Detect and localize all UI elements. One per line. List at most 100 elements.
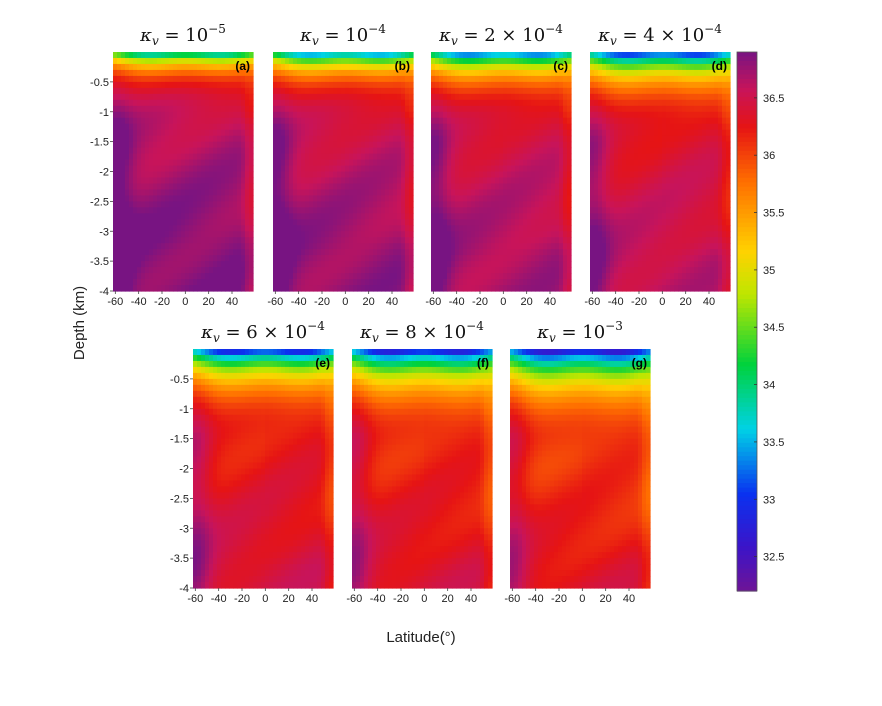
heatmap-cell xyxy=(523,237,528,244)
heatmap-cell xyxy=(345,219,350,226)
heatmap-cell xyxy=(515,153,520,161)
heatmap-cell xyxy=(543,99,548,107)
heatmap-cell xyxy=(193,111,198,119)
heatmap-cell xyxy=(221,261,226,268)
heatmap-cell xyxy=(153,285,158,292)
heatmap-cell xyxy=(281,57,286,65)
heatmap-cell xyxy=(401,153,406,161)
heatmap-cell xyxy=(377,231,382,238)
heatmap-cell xyxy=(169,111,174,119)
heatmap-cell xyxy=(181,201,186,208)
heatmap-cell xyxy=(439,219,444,226)
heatmap-cell xyxy=(650,225,655,232)
heatmap-cell xyxy=(590,237,595,244)
heatmap-cell xyxy=(535,213,540,220)
heatmap-cell xyxy=(393,75,398,83)
heatmap-cell xyxy=(547,207,552,214)
heatmap-cell xyxy=(594,57,599,65)
heatmap-cell xyxy=(221,63,226,71)
heatmap-cell xyxy=(547,261,552,268)
heatmap-cell xyxy=(451,87,456,95)
heatmap-cell xyxy=(523,87,528,95)
heatmap-cell xyxy=(590,159,595,167)
heatmap-cell xyxy=(361,63,366,71)
heatmap-cell xyxy=(487,183,492,191)
heatmap-cell xyxy=(237,117,242,125)
heatmap-cell xyxy=(293,273,298,280)
heatmap-cell xyxy=(201,255,206,262)
heatmap-cell xyxy=(590,135,595,143)
heatmap-cell xyxy=(499,87,504,95)
heatmap-cell xyxy=(634,207,639,214)
heatmap-cell xyxy=(245,123,250,131)
heatmap-cell xyxy=(189,63,194,71)
heatmap-cell xyxy=(113,105,118,113)
heatmap-cell xyxy=(467,273,472,280)
heatmap-cell xyxy=(273,249,278,256)
heatmap-cell xyxy=(495,261,500,268)
heatmap-cell xyxy=(479,249,484,256)
heatmap-cell xyxy=(205,57,210,65)
heatmap-cell xyxy=(539,285,544,292)
heatmap-cell xyxy=(337,99,342,107)
heatmap-cell xyxy=(650,279,655,286)
heatmap-cell xyxy=(590,177,595,185)
heatmap-cell xyxy=(503,207,508,214)
heatmap-cell xyxy=(209,52,214,59)
heatmap-cell xyxy=(281,171,286,179)
heatmap-cell xyxy=(539,159,544,167)
heatmap-cell xyxy=(333,111,338,119)
heatmap-cell xyxy=(515,81,520,89)
heatmap-cell xyxy=(357,219,362,226)
heatmap-cell xyxy=(495,99,500,107)
heatmap-cell xyxy=(201,141,206,149)
heatmap-cell xyxy=(535,201,540,208)
heatmap-cell xyxy=(349,153,354,161)
heatmap-cell xyxy=(213,75,218,83)
heatmap-cell xyxy=(650,99,655,107)
heatmap-cell xyxy=(459,189,464,196)
heatmap-cell xyxy=(361,165,366,173)
heatmap-cell xyxy=(177,279,182,286)
heatmap-cell xyxy=(559,225,564,232)
heatmap-cell xyxy=(447,279,452,286)
heatmap-cell xyxy=(293,165,298,173)
heatmap-cell xyxy=(662,52,667,59)
heatmap-cell xyxy=(197,189,202,196)
heatmap-cell xyxy=(337,141,342,149)
heatmap-cell xyxy=(443,75,448,83)
heatmap-cell xyxy=(361,69,366,77)
heatmap-cell xyxy=(153,225,158,232)
heatmap-cell xyxy=(567,105,572,113)
heatmap-cell xyxy=(329,177,334,185)
heatmap-cell xyxy=(443,195,448,202)
heatmap-cell xyxy=(149,177,154,185)
heatmap-cell xyxy=(225,105,230,113)
heatmap-cell xyxy=(405,147,410,155)
heatmap-cell xyxy=(197,93,202,101)
heatmap-cell xyxy=(409,243,414,250)
heatmap-cell xyxy=(233,141,238,149)
heatmap-cell xyxy=(405,52,410,59)
heatmap-cell xyxy=(531,189,536,196)
heatmap-cell xyxy=(539,219,544,226)
heatmap-cell xyxy=(618,147,623,155)
heatmap-cell xyxy=(642,249,647,256)
heatmap-cell xyxy=(634,75,639,83)
heatmap-cell xyxy=(209,117,214,125)
heatmap-cell xyxy=(305,75,310,83)
heatmap-cell xyxy=(201,189,206,196)
heatmap-cell xyxy=(471,255,476,262)
heatmap-cell xyxy=(377,261,382,268)
heatmap-cell xyxy=(634,99,639,107)
heatmap-cell xyxy=(610,141,615,149)
heatmap-cell xyxy=(618,129,623,137)
heatmap-cell xyxy=(614,219,619,226)
heatmap-cell xyxy=(405,177,410,185)
heatmap-cell xyxy=(249,147,254,155)
heatmap-cell xyxy=(353,69,358,77)
heatmap-cell xyxy=(435,249,440,256)
heatmap-cell xyxy=(650,171,655,179)
heatmap-cell xyxy=(507,63,512,71)
heatmap-cell xyxy=(563,171,568,179)
